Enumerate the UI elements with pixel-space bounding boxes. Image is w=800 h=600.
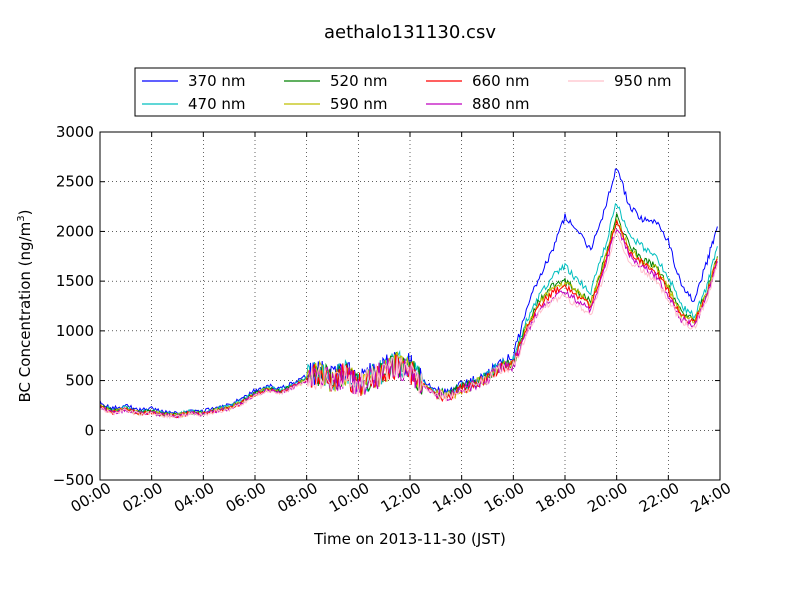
axis-ticks: 00:00 02:00 04:00 06:00 08:00 10:00 12:00 14:00… xyxy=(53,123,734,516)
y-axis-label: BC Concentration (ng/m3) xyxy=(16,210,34,403)
x-tick-label: 06:00 xyxy=(223,479,269,516)
x-tick-label: 16:00 xyxy=(481,479,527,516)
y-tick-label: −500 xyxy=(53,471,94,489)
chart-title: aethalo131130.csv xyxy=(324,22,496,43)
y-tick-label: 2000 xyxy=(56,222,94,240)
x-tick-label: 18:00 xyxy=(533,479,579,516)
y-tick-label: 500 xyxy=(65,372,94,390)
y-tick-label: 1000 xyxy=(56,322,94,340)
x-tick-label: 14:00 xyxy=(429,479,475,516)
x-tick-label: 24:00 xyxy=(688,479,734,516)
legend-label: 520 nm xyxy=(330,72,388,90)
y-tick-label: 2500 xyxy=(56,173,94,191)
x-tick-label: 12:00 xyxy=(378,479,424,516)
legend-label: 590 nm xyxy=(330,95,388,113)
grid xyxy=(100,132,720,480)
legend-label: 950 nm xyxy=(614,72,672,90)
series-line-370-nm xyxy=(99,168,718,416)
x-tick-label: 04:00 xyxy=(171,479,217,516)
x-tick-label: 20:00 xyxy=(584,479,630,516)
y-axis-label-main: BC Concentration (ng/m xyxy=(16,222,34,403)
series-line-470-nm xyxy=(99,203,718,417)
legend-label: 660 nm xyxy=(472,72,530,90)
x-tick-label: 08:00 xyxy=(274,479,320,516)
y-axis-label-close: ) xyxy=(16,210,34,216)
series-line-880-nm xyxy=(99,228,718,419)
y-tick-label: 3000 xyxy=(56,123,94,141)
y-tick-label: 0 xyxy=(84,421,94,439)
y-axis-label-superscript: 3 xyxy=(16,215,27,221)
series-line-660-nm xyxy=(99,220,718,419)
x-tick-label: 22:00 xyxy=(636,479,682,516)
x-axis-label: Time on 2013-11-30 (JST) xyxy=(313,530,506,548)
y-tick-label: 1500 xyxy=(56,272,94,290)
legend-label: 370 nm xyxy=(188,72,246,90)
series-line-950-nm xyxy=(99,231,718,420)
legend-label: 880 nm xyxy=(472,95,530,113)
x-tick-label: 10:00 xyxy=(326,479,372,516)
x-tick-label: 02:00 xyxy=(119,479,165,516)
series-lines xyxy=(99,168,718,420)
series-line-590-nm xyxy=(99,218,718,419)
legend: 370 nm 470 nm 520 nm 590 nm 660 nm 880 nm 950 … xyxy=(134,67,686,117)
legend-box xyxy=(134,67,686,117)
legend-label: 470 nm xyxy=(188,95,246,113)
